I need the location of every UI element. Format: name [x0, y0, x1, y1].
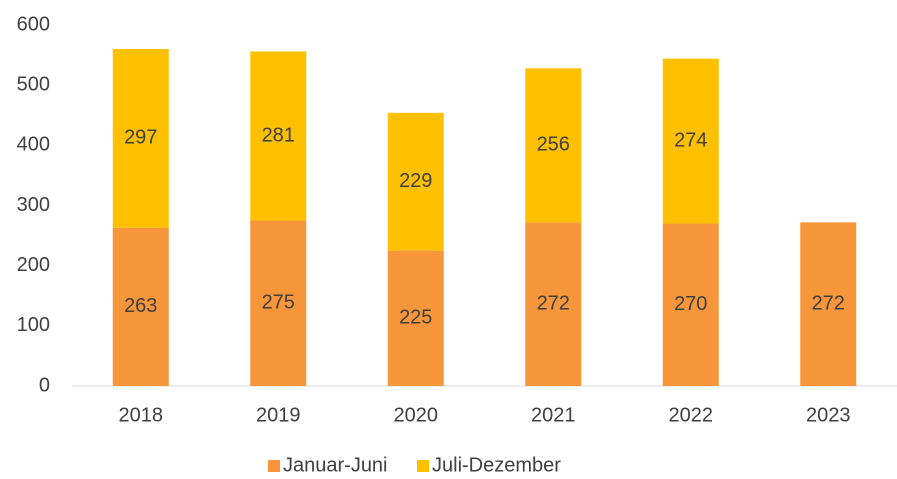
bar-segment [525, 68, 582, 223]
bar-segment [387, 250, 444, 386]
x-tick-label: 2023 [806, 404, 851, 426]
bar-segment [112, 227, 169, 386]
data-label: 274 [674, 129, 707, 151]
data-label: 256 [537, 134, 570, 156]
data-label: 275 [262, 292, 295, 314]
data-label: 229 [399, 170, 432, 192]
x-tick-label: 2021 [531, 404, 576, 426]
y-tick-label: 200 [17, 254, 50, 276]
legend-label: Juli-Dezember [432, 454, 561, 476]
x-tick-label: 2022 [669, 404, 714, 426]
y-tick-label: 100 [17, 314, 50, 336]
legend-swatch [417, 460, 429, 472]
bar-segment [800, 222, 857, 386]
data-label: 272 [537, 292, 570, 314]
legend-swatch [268, 460, 280, 472]
bar-segment [112, 49, 169, 228]
y-tick-label: 0 [39, 374, 50, 396]
bar-segment [387, 112, 444, 251]
y-tick-label: 600 [17, 13, 50, 35]
y-tick-label: 300 [17, 194, 50, 216]
bar-segment [662, 58, 719, 224]
legend-label: Januar-Juni [283, 454, 388, 476]
data-label: 225 [399, 307, 432, 329]
data-label: 297 [124, 127, 157, 149]
bar-segment [250, 51, 307, 221]
data-label: 270 [674, 293, 707, 315]
data-label: 281 [262, 124, 295, 146]
x-tick-label: 2020 [394, 404, 439, 426]
x-tick-label: 2018 [119, 404, 164, 426]
y-tick-label: 500 [17, 73, 50, 95]
y-tick-label: 400 [17, 134, 50, 156]
data-label: 272 [812, 292, 845, 314]
bar-segment [662, 223, 719, 386]
bar-segment [250, 220, 307, 386]
data-label: 263 [124, 295, 157, 317]
bar-segment [525, 222, 582, 386]
x-tick-label: 2019 [256, 404, 301, 426]
